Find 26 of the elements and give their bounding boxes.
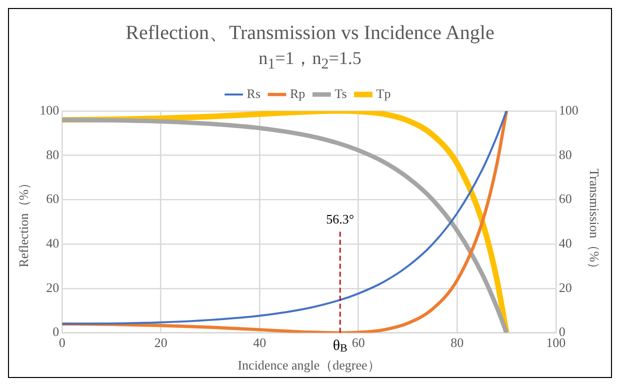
annotation: θB (332, 338, 348, 354)
y-tick-label: 20 (46, 279, 60, 294)
y2-axis-title: Transmission（%） (586, 168, 602, 275)
chart-title: Reflection、Transmission vs Incidence Angle (124, 21, 496, 45)
y-tick-label: 0 (52, 324, 60, 339)
x-axis-title: Incidence angle（degree） (238, 357, 380, 372)
y2-tick-label: 40 (558, 235, 572, 250)
y2-tick-label: 60 (558, 190, 572, 206)
chart-subtitle: n$_{1}$=1，n$_{2}$=1.5 (258, 47, 362, 75)
y-tick-label: 80 (46, 146, 60, 162)
y-tick-label: 100 (40, 102, 60, 118)
x-tick-label: 60 (352, 334, 365, 350)
y2-tick-label: 80 (558, 146, 572, 162)
annotation: 56.3° (326, 211, 354, 226)
legend-label: Rp (290, 86, 306, 101)
y2-tick-label: 100 (558, 102, 578, 118)
x-tick-label: 20 (154, 334, 168, 350)
x-tick-label: 40 (253, 334, 266, 350)
x-tick-label: 80 (450, 334, 464, 350)
legend-label: Ts (334, 86, 347, 101)
legend-label: Rs (246, 86, 261, 101)
y-tick-label: 60 (46, 190, 60, 206)
y-axis-title: Reflection（%） (16, 176, 32, 267)
y2-tick-label: 20 (558, 279, 572, 294)
legend-label: Tp (376, 86, 391, 101)
y-tick-label: 40 (46, 235, 60, 250)
